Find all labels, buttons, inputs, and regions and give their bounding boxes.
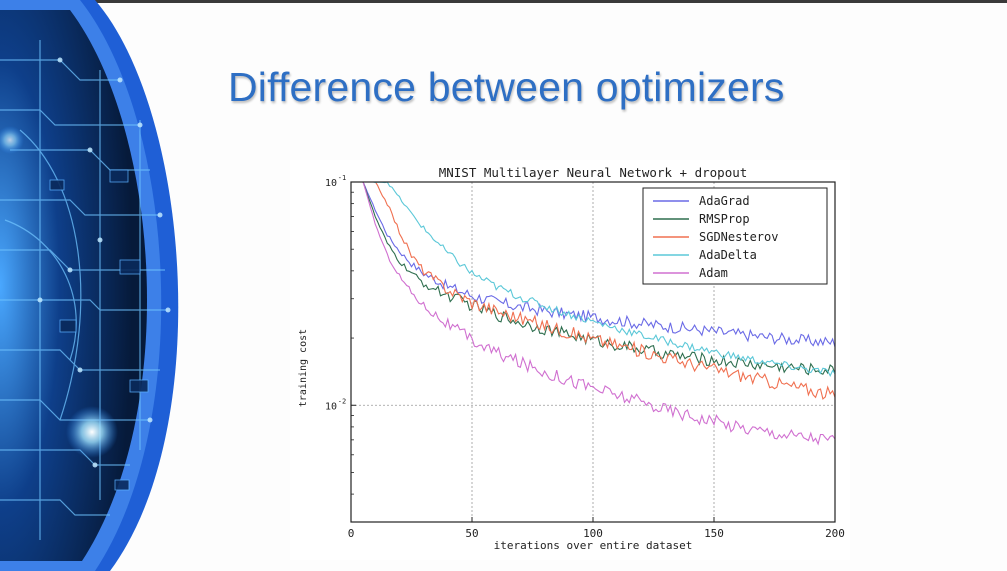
legend-label: AdaGrad [699,194,750,208]
x-tick-label: 150 [704,527,724,540]
legend-label: RMSProp [699,212,750,226]
legend-label: AdaDelta [699,248,757,262]
x-tick-label: 200 [825,527,845,540]
x-tick-label: 100 [583,527,603,540]
legend-box [642,187,828,285]
x-axis-label: iterations over entire dataset [494,539,693,552]
chart-title: MNIST Multilayer Neural Network + dropou… [439,165,748,180]
optimizer-chart: MNIST Multilayer Neural Network + dropou… [290,160,850,560]
series-line-sgdnesterov [363,182,835,400]
series-line-adadelta [363,182,835,377]
y-axis-label: training cost [298,329,309,407]
circuit-globe-decoration [0,0,179,571]
y-tick-exponent: -1 [338,174,346,182]
y-tick-label: 10 [325,401,337,412]
x-tick-label: 50 [465,527,478,540]
y-tick-exponent: -2 [338,397,346,405]
top-border [0,0,1007,3]
slide-title: Difference between optimizers [228,64,785,110]
plot-frame [350,181,836,523]
x-tick-label: 0 [348,527,355,540]
series-line-adam [362,182,835,446]
series-line-adagrad [362,182,835,348]
legend-label: SGDNesterov [699,230,778,244]
legend-label: Adam [699,266,728,280]
y-tick-label: 10 [325,178,337,189]
series-line-rmsprop [362,182,835,376]
